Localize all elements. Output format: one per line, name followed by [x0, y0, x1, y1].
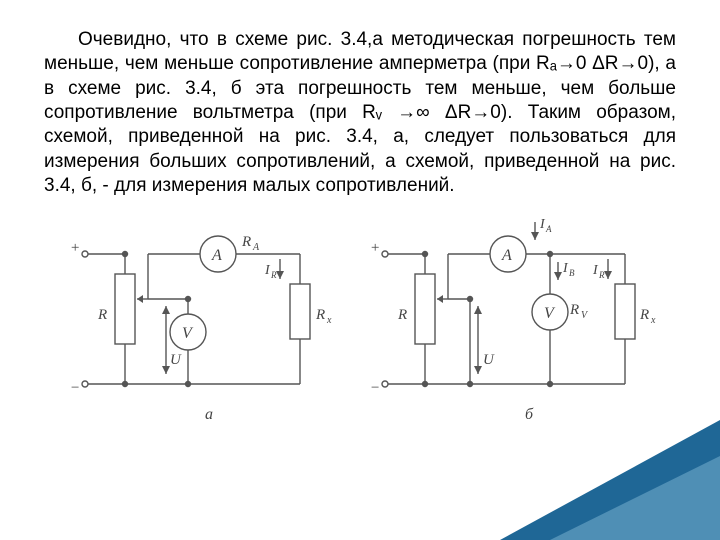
- svg-text:x: x: [650, 315, 656, 326]
- label-U-a: U: [170, 352, 182, 368]
- svg-text:R: R: [315, 307, 325, 323]
- svg-text:R: R: [569, 302, 579, 318]
- circuit-diagram: + − R A: [44, 204, 676, 444]
- slide-corner-decoration-light: [550, 456, 720, 540]
- svg-text:R: R: [241, 234, 251, 250]
- body-paragraph: Очевидно, что в схеме рис. 3.4,а методич…: [44, 28, 676, 198]
- svg-text:−: −: [70, 380, 80, 396]
- label-U-b: U: [483, 352, 495, 368]
- svg-text:B: B: [569, 268, 575, 278]
- svg-text:I: I: [539, 217, 546, 232]
- caption-a: a: [205, 406, 213, 423]
- svg-text:I: I: [592, 263, 599, 278]
- svg-text:R: R: [598, 270, 605, 280]
- label-ammeter-a: A: [211, 247, 222, 264]
- svg-text:+: +: [370, 240, 380, 256]
- svg-text:I: I: [264, 263, 271, 278]
- svg-text:A: A: [545, 224, 552, 234]
- svg-text:I: I: [562, 261, 569, 276]
- svg-text:x: x: [326, 315, 332, 326]
- svg-text:A: A: [252, 242, 260, 253]
- svg-text:R: R: [639, 307, 649, 323]
- label-R-b: R: [397, 307, 407, 323]
- svg-text:−: −: [370, 380, 380, 396]
- label-ammeter-b: A: [501, 247, 512, 264]
- svg-text:+: +: [70, 240, 80, 256]
- label-R-a: R: [97, 307, 107, 323]
- svg-text:V: V: [581, 310, 589, 321]
- svg-text:R: R: [270, 270, 277, 280]
